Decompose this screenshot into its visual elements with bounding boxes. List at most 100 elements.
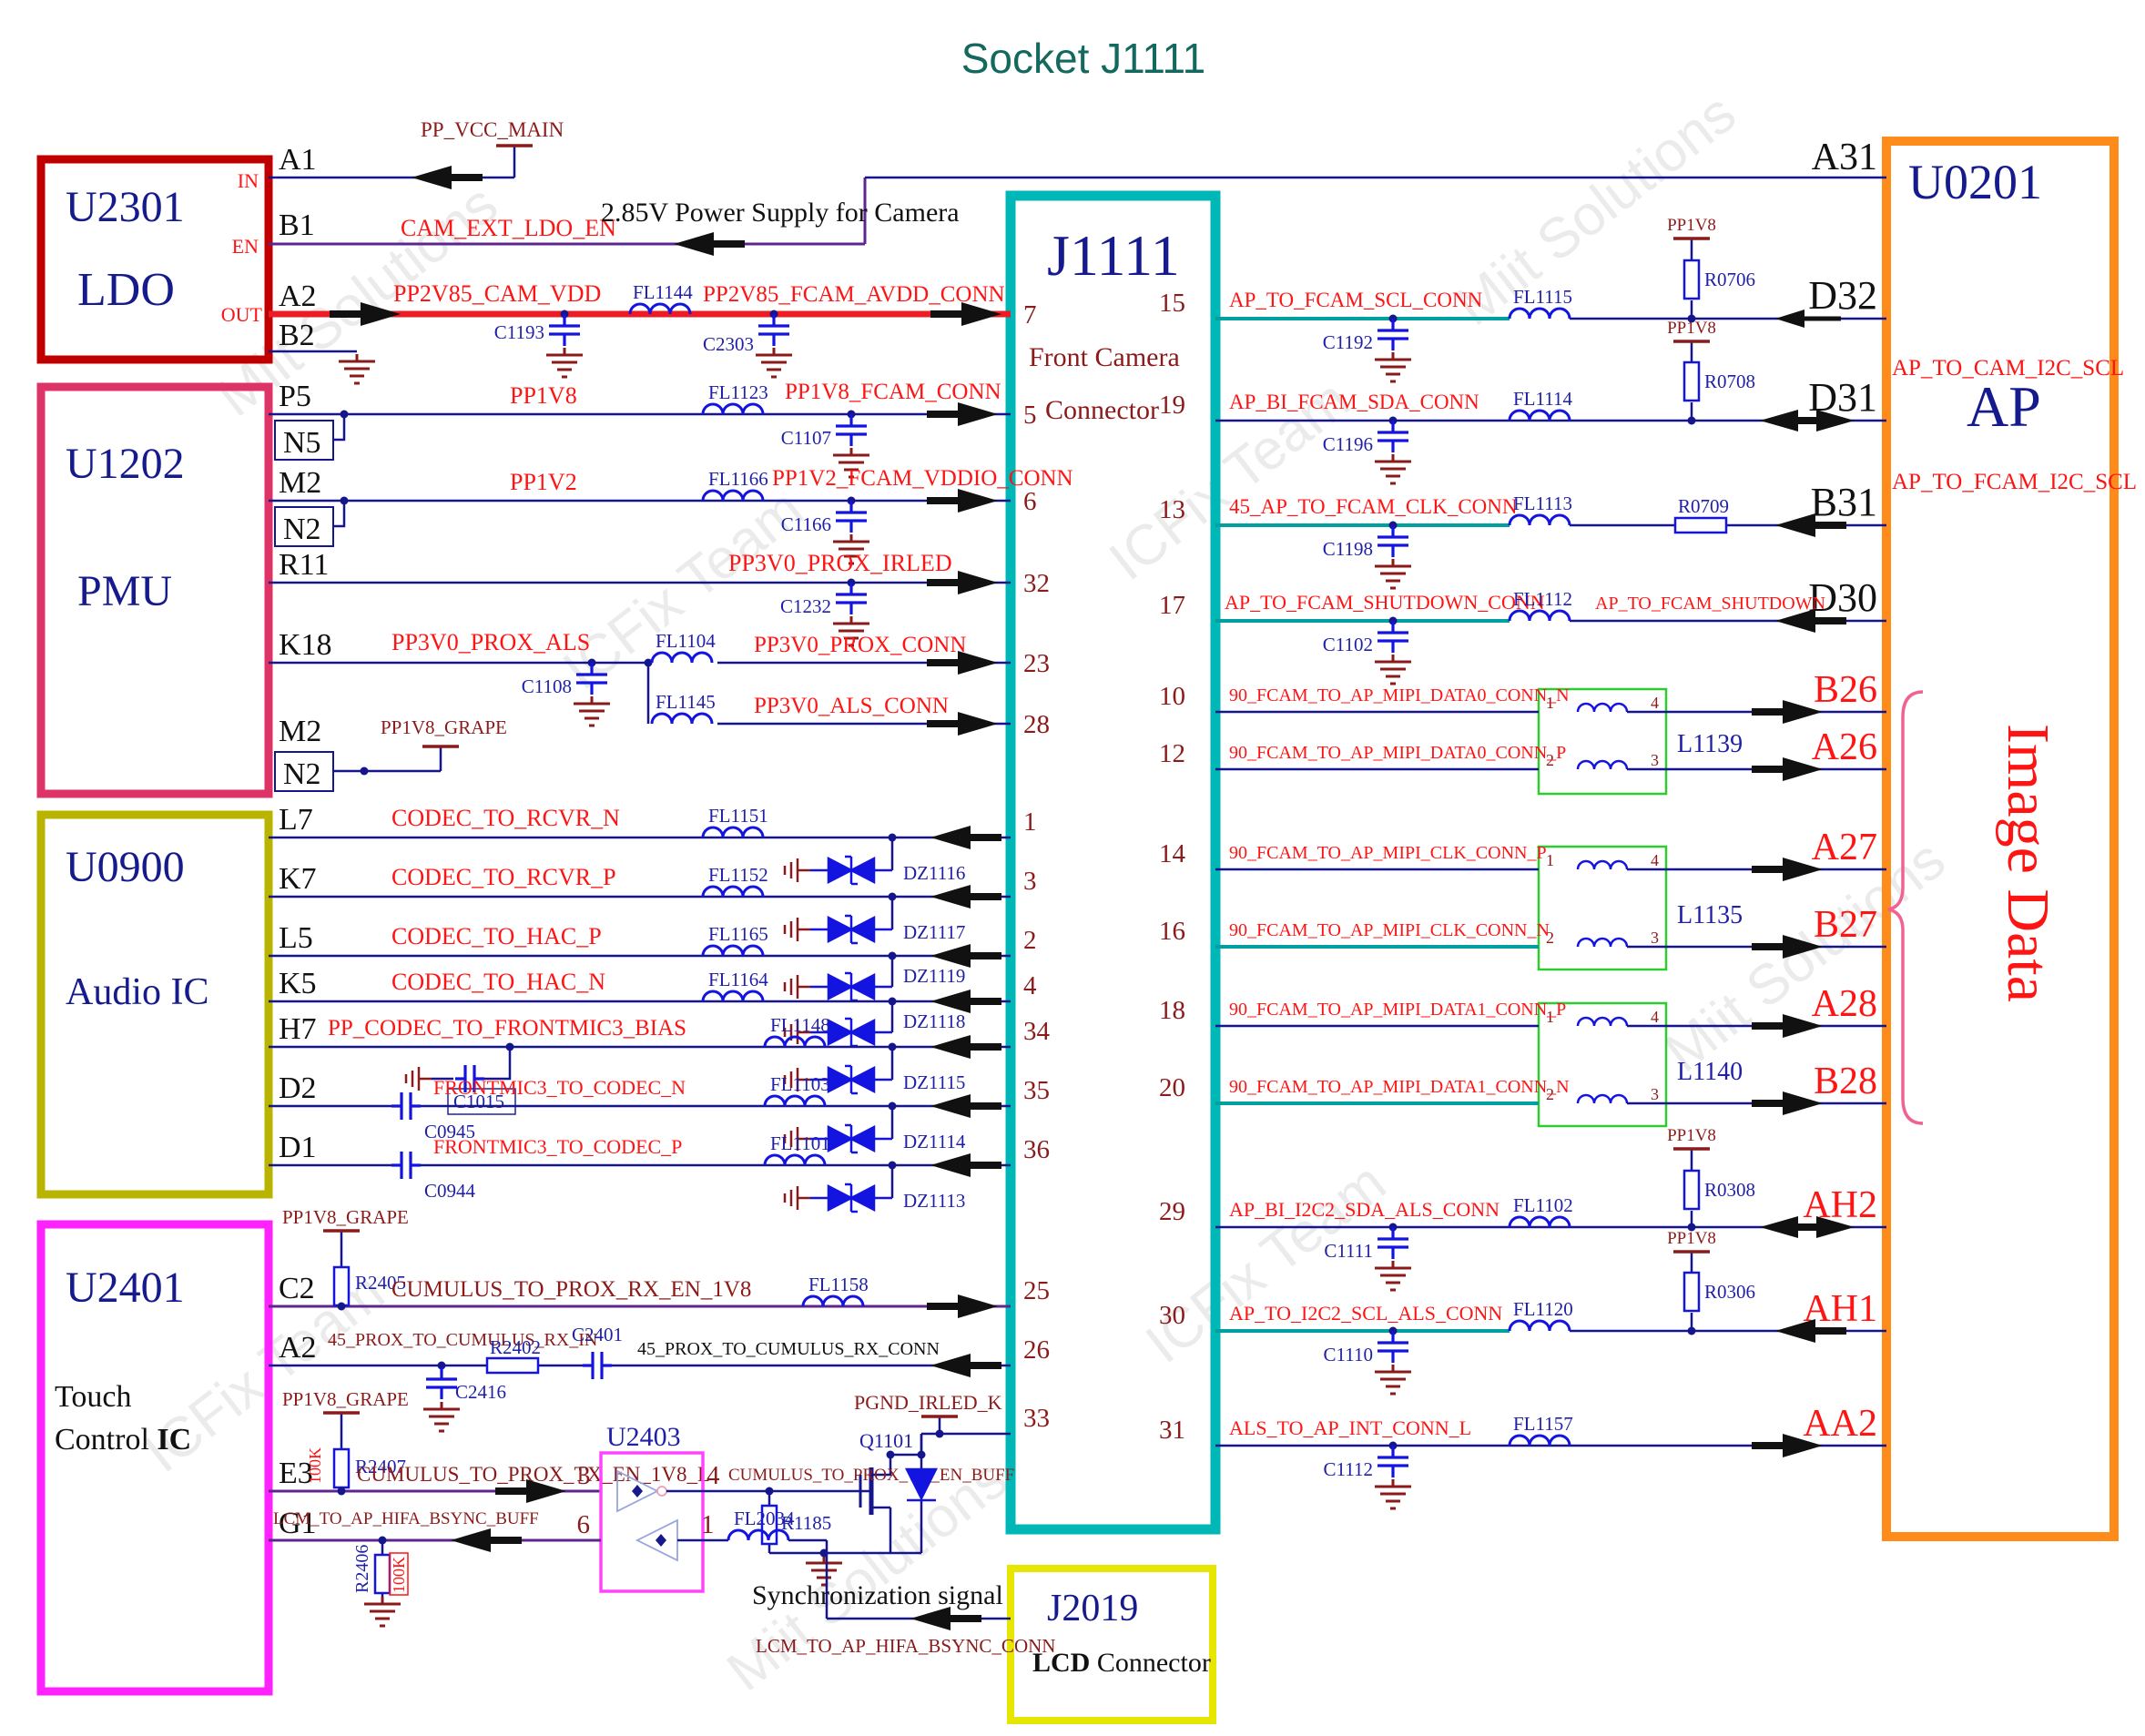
- j1111-pin12: 12: [1159, 739, 1185, 768]
- net-pgnd-irled-k: PGND_IRLED_K: [854, 1391, 1002, 1414]
- net-ap-to-fcam-scl-conn: AP_TO_FCAM_SCL_CONN: [1229, 289, 1483, 311]
- choke-pin4: 4: [1651, 1008, 1659, 1026]
- j1111-pin26: 26: [1023, 1335, 1050, 1365]
- net-pp3v0-prox-conn: PP3V0_PROX_CONN: [754, 633, 966, 657]
- choke-pin1: 1: [1546, 851, 1554, 869]
- u1202-block: U1202 PMU P5 N5 M2 N2 R11 K18 M2 N2: [66, 380, 334, 792]
- image-data-brace: [1887, 690, 1924, 1125]
- choke-pin1: 1: [1546, 694, 1554, 712]
- row-d31-fcam-sda: AP_BI_FCAM_SDA_CONN C1196 FL1114 PP1V8 R…: [1215, 319, 1886, 485]
- inverter1-mark: [632, 1485, 643, 1497]
- res-r2402: R2402: [490, 1336, 541, 1358]
- j1111-pin34: 34: [1023, 1017, 1051, 1046]
- net-cumulus-to-prox-tx-en-buff: CUMULUS_TO_PROX_TX_EN_BUFF: [728, 1466, 1014, 1485]
- diode-dz1113: DZ1113: [903, 1190, 965, 1212]
- res-r2405: R2405: [355, 1272, 406, 1294]
- u2401-block: U2401 Touch Control IC C2 A2 E3 G1: [55, 1264, 317, 1540]
- filter-fl1158: FL1158: [808, 1274, 869, 1295]
- cap-c1196: C1196: [1323, 433, 1373, 455]
- row-a2-pp2v85: PP2V85_CAM_VDD C1193 FL1144 PP2V85_FCAM_…: [269, 280, 1011, 379]
- cap-c1111: C1111: [1324, 1240, 1373, 1262]
- filter-fl1120: FL1120: [1513, 1298, 1573, 1320]
- filter-fl1164: FL1164: [708, 969, 768, 990]
- net-ap-bi-i2c2-sda-als-conn: AP_BI_I2C2_SDA_ALS_CONN: [1229, 1198, 1499, 1221]
- u0900-ref: U0900: [66, 843, 185, 891]
- net-ap-to-cam-i2c-scl: AP_TO_CAM_I2C_SCL: [1892, 356, 2124, 381]
- ap-pin-ah2: AH2: [1803, 1184, 1877, 1226]
- choke-pin4: 4: [1651, 851, 1659, 869]
- net-pp1v8-grape-1: PP1V8_GRAPE: [381, 716, 507, 738]
- cap-c1232: C1232: [780, 595, 831, 617]
- row-ah2-i2c2-sda-als: AP_BI_I2C2_SDA_ALS_CONN C1111 FL1102 PP1…: [1215, 1126, 1886, 1292]
- filter-fl1148: FL1148: [770, 1014, 830, 1036]
- choke-l1139-box: [1537, 687, 1668, 796]
- row-a26-mipi-data0-p: 90_FCAM_TO_AP_MIPI_DATA0_CONN_P: [1215, 743, 1886, 781]
- choke-l1139-ref: L1139: [1677, 730, 1743, 758]
- j1111-pin29: 29: [1159, 1197, 1185, 1226]
- row-k18-prox-als: PP3V0_PROX_ALS C1108 FL1104 PP3V0_PROX_C…: [269, 629, 1011, 736]
- net-ap-bi-fcam-sda-conn: AP_BI_FCAM_SDA_CONN: [1229, 391, 1479, 413]
- net-cam-ext-ldo-en: CAM_EXT_LDO_EN: [401, 215, 616, 241]
- pin-b1: B1: [279, 208, 315, 242]
- net-pp2v85-fcam-avdd-conn: PP2V85_FCAM_AVDD_CONN: [703, 282, 1005, 307]
- ap-pin-b27: B27: [1814, 904, 1877, 946]
- net-mipi-data1-n: 90_FCAM_TO_AP_MIPI_DATA1_CONN_N: [1229, 1077, 1570, 1097]
- j1111-pin2: 2: [1023, 926, 1037, 955]
- pin-r11: R11: [279, 548, 329, 582]
- row-a28-mipi-data1-p: 90_FCAM_TO_AP_MIPI_DATA1_CONN_P: [1215, 1000, 1886, 1038]
- pin-e3: E3: [279, 1457, 313, 1490]
- filter-fl1114: FL1114: [1513, 388, 1572, 410]
- filter-fl1115: FL1115: [1513, 286, 1572, 308]
- cap-c2416: C2416: [455, 1381, 506, 1403]
- res-r0709: R0709: [1678, 495, 1729, 517]
- row-m2-pp1v2: PP1V2 FL1166 PP1V2_FCAM_VDDIO_CONN C1166: [269, 466, 1073, 565]
- row-b2-gnd: [269, 350, 377, 385]
- u2301-pin-out: OUT: [221, 303, 263, 326]
- row-d1-frontmic3-p: C0944 FRONTMIC3_TO_CODEC_P FL1101 DZ1113: [269, 1132, 1011, 1213]
- j1111-pin33: 33: [1023, 1404, 1050, 1433]
- ap-pin-b26: B26: [1814, 669, 1877, 711]
- choke-l1140: 1 4 2 3 L1140: [1537, 1001, 1743, 1128]
- u2301-ref: U2301: [66, 183, 185, 231]
- res-r2406-value: 100K: [390, 1557, 408, 1593]
- j1111-pin10: 10: [1159, 682, 1185, 711]
- row-b27-mipi-clk-n: 90_FCAM_TO_AP_MIPI_CLK_CONN_N: [1215, 920, 1886, 959]
- u2403-box: [599, 1451, 705, 1593]
- diode-dz1114: DZ1114: [903, 1131, 966, 1152]
- j1111-pin13: 13: [1159, 495, 1185, 524]
- u2401-box: [36, 1220, 273, 1696]
- net-pp1v8-tap1: PP1V8: [1667, 216, 1716, 235]
- ap-pin-d32: D32: [1808, 273, 1877, 318]
- j1111-pin35: 35: [1023, 1076, 1050, 1105]
- j1111-pin6: 6: [1023, 487, 1037, 516]
- net-pp1v2-fcam-vddio-conn: PP1V2_FCAM_VDDIO_CONN: [772, 466, 1073, 491]
- net-pp3v0-prox-irled: PP3V0_PROX_IRLED: [728, 550, 952, 576]
- net-pp1v8-tap2: PP1V8: [1667, 319, 1716, 338]
- pin-d1: D1: [279, 1131, 317, 1164]
- row-d30-fcam-shutdown: AP_TO_FCAM_SHUTDOWN_CONN C1102 FL1112 AP…: [1215, 588, 1886, 685]
- u0201-name: AP: [1967, 374, 2041, 439]
- choke-pin4: 4: [1651, 694, 1659, 712]
- j1111-block: J1111 Front Camera Connector 7 5 6 32 23…: [1023, 223, 1186, 1445]
- diode-dz1118: DZ1118: [903, 1010, 965, 1032]
- j1111-pin4: 4: [1023, 971, 1037, 1000]
- net-45-ap-to-fcam-clk-conn: 45_AP_TO_FCAM_CLK_CONN: [1229, 495, 1518, 518]
- filter-fl1151: FL1151: [708, 805, 768, 827]
- res-r1185: R1185: [781, 1512, 831, 1534]
- net-pp1v8-tap4: PP1V8: [1667, 1229, 1716, 1248]
- j1111-pin14: 14: [1159, 839, 1186, 868]
- net-als-to-ap-int-conn-l: ALS_TO_AP_INT_CONN_L: [1229, 1416, 1471, 1439]
- filter-fl1165: FL1165: [708, 923, 768, 945]
- sync-note: Synchronization signal: [752, 1580, 1003, 1610]
- pin-b2: B2: [279, 319, 315, 352]
- inverter1-bubble: [656, 1486, 667, 1497]
- filter-fl1104: FL1104: [656, 630, 716, 652]
- j1111-pin28: 28: [1023, 710, 1050, 739]
- u2301-block: U2301 LDO IN EN OUT A1 B1 A2 B2: [66, 143, 317, 352]
- inverter1: [616, 1469, 660, 1513]
- row-a2b-prox-rx: 45_PROX_TO_CUMULUS_RX_IN C2416 R2402 C24…: [269, 1324, 1011, 1433]
- j1111-pin5: 5: [1023, 401, 1037, 430]
- net-mipi-clk-p: 90_FCAM_TO_AP_MIPI_CLK_CONN_P: [1229, 843, 1547, 863]
- row-h7-frontmic3-bias: PP_CODEC_TO_FRONTMIC3_BIAS C1015 FL1148 …: [269, 1014, 1011, 1115]
- res-r0308: R0308: [1704, 1179, 1755, 1201]
